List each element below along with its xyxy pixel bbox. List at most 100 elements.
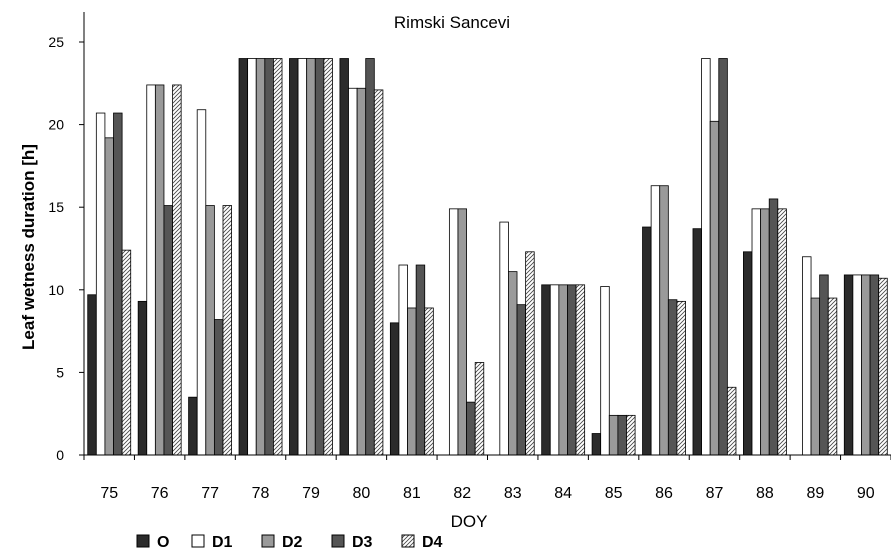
y-tick-label: 5 — [56, 364, 64, 380]
legend-label: O — [157, 534, 169, 551]
y-tick-label: 0 — [56, 447, 64, 463]
x-axis-label: DOY — [451, 512, 488, 531]
bar — [146, 84, 156, 456]
bar — [188, 396, 198, 456]
bar — [87, 294, 97, 456]
bar — [348, 87, 358, 456]
bar — [676, 300, 686, 456]
bar — [356, 87, 367, 456]
x-tick-label: 90 — [857, 485, 875, 502]
bar — [222, 205, 232, 456]
bar — [819, 274, 829, 456]
bar — [255, 58, 266, 456]
bar — [213, 319, 224, 456]
bar — [525, 251, 535, 456]
legend: O D1 D2 D3 D4 — [136, 534, 443, 551]
x-tick-label: 83 — [504, 485, 522, 502]
bar — [650, 185, 661, 456]
legend-swatch — [331, 534, 345, 548]
bar — [827, 297, 838, 456]
bar — [273, 58, 283, 456]
bar — [415, 264, 426, 456]
bar — [365, 58, 375, 456]
x-tick-label: 88 — [756, 485, 774, 502]
bar — [575, 284, 586, 456]
legend-label: D1 — [212, 534, 233, 551]
chart-title: Rimski Sancevi — [394, 13, 510, 32]
bar — [852, 274, 862, 456]
y-tick-label: 10 — [48, 282, 64, 298]
legend-label: D3 — [352, 534, 373, 551]
bar — [878, 277, 888, 456]
bar — [113, 112, 123, 456]
bar — [499, 221, 509, 456]
x-tick-label: 87 — [706, 485, 724, 502]
bar — [264, 58, 274, 456]
bar — [466, 401, 476, 456]
bar — [398, 264, 408, 456]
legend-swatch — [136, 534, 150, 548]
bar — [659, 185, 669, 456]
x-tick-label: 89 — [806, 485, 824, 502]
bar — [474, 362, 485, 456]
bar — [718, 58, 728, 456]
bar — [238, 58, 249, 456]
bar — [508, 271, 518, 456]
bar — [726, 386, 737, 456]
x-tick-label: 86 — [655, 485, 673, 502]
bar — [768, 198, 779, 456]
bars — [87, 58, 888, 456]
x-tick-label: 85 — [605, 485, 623, 502]
bar — [339, 58, 349, 456]
bar — [289, 58, 299, 456]
y-tick-label: 15 — [48, 199, 64, 215]
bar — [516, 304, 527, 456]
bar — [810, 297, 821, 456]
bar — [297, 58, 308, 456]
x-tick-label: 78 — [252, 485, 270, 502]
x-tick-label: 79 — [302, 485, 320, 502]
x-tick-label: 75 — [100, 485, 118, 502]
bar — [743, 251, 753, 456]
bar — [777, 208, 787, 456]
bar — [196, 109, 207, 456]
x-tick-label: 82 — [453, 485, 471, 502]
bar — [95, 112, 106, 456]
bar — [205, 205, 215, 456]
bar — [373, 89, 384, 456]
bar — [869, 274, 880, 456]
bar — [642, 226, 652, 456]
y-axis: 0 5 10 15 20 25 — [48, 12, 85, 463]
y-tick-label: 25 — [48, 34, 64, 50]
bar — [558, 284, 568, 456]
x-tick-label: 77 — [201, 485, 219, 502]
bar — [861, 274, 871, 456]
bar — [549, 284, 560, 456]
bar — [626, 414, 636, 456]
bar — [104, 137, 114, 456]
bar — [121, 249, 132, 456]
bar — [617, 414, 627, 456]
x-axis: 75 76 77 78 79 80 81 82 83 84 85 86 87 88 89 90 — [83, 454, 891, 502]
bar — [709, 120, 720, 456]
bar — [667, 299, 678, 456]
bar — [541, 284, 551, 456]
legend-swatch — [191, 534, 205, 548]
bar — [608, 414, 619, 456]
x-tick-label: 81 — [403, 485, 421, 502]
bar — [137, 300, 148, 456]
bar — [600, 286, 610, 456]
bar — [323, 58, 333, 456]
bar — [692, 228, 702, 456]
x-tick-label: 80 — [353, 485, 371, 502]
bar — [154, 84, 165, 456]
bar — [760, 208, 770, 456]
bar — [424, 307, 434, 456]
bar — [701, 58, 711, 456]
bar — [172, 84, 182, 456]
x-tick-label: 84 — [554, 485, 572, 502]
bar — [306, 58, 316, 456]
bar — [163, 205, 173, 456]
